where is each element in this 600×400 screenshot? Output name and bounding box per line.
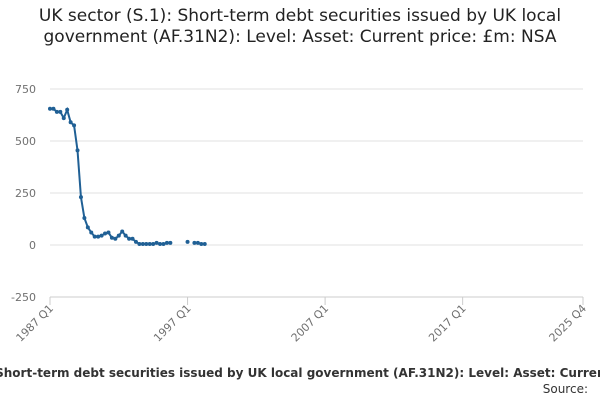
y-tick-label: -250 xyxy=(11,291,36,304)
x-tick-label: 2017 Q1 xyxy=(426,302,469,345)
point xyxy=(103,231,108,236)
point xyxy=(164,240,169,245)
point xyxy=(127,236,132,241)
point xyxy=(85,225,90,230)
point xyxy=(140,241,145,246)
y-tick-label: 0 xyxy=(29,239,36,252)
line xyxy=(50,106,205,245)
chart-title: UK sector (S.1): Short-term debt securit… xyxy=(38,6,562,47)
y-tick-label: 750 xyxy=(15,83,36,96)
point xyxy=(202,241,207,246)
point xyxy=(185,239,190,244)
point xyxy=(106,230,111,235)
point xyxy=(109,235,114,240)
point xyxy=(65,107,70,112)
source: Source: xyxy=(543,382,588,396)
point xyxy=(72,123,77,128)
point xyxy=(161,241,166,246)
point xyxy=(199,241,204,246)
point xyxy=(99,233,104,238)
x-axis-title: UK sector (S.1): Short-term debt securit… xyxy=(0,366,600,380)
point xyxy=(192,240,197,245)
point xyxy=(58,109,63,114)
point xyxy=(82,215,87,220)
point xyxy=(51,106,56,111)
point xyxy=(96,234,101,239)
point xyxy=(75,148,80,153)
point xyxy=(168,240,173,245)
point xyxy=(137,241,142,246)
point xyxy=(54,109,59,114)
y-tick-label: 500 xyxy=(15,135,36,148)
point xyxy=(147,241,152,246)
point xyxy=(116,233,121,238)
point xyxy=(130,236,135,241)
point xyxy=(48,106,52,111)
x-tick-label: 1997 Q1 xyxy=(151,302,194,345)
point xyxy=(144,241,149,246)
point xyxy=(68,120,73,125)
x-tick-label: 2007 Q1 xyxy=(289,302,332,345)
point xyxy=(123,233,128,238)
point xyxy=(92,234,97,239)
y-tick-label: 250 xyxy=(15,187,36,200)
point xyxy=(154,240,159,245)
x-tick-label: 2025 Q4 xyxy=(547,302,590,345)
point xyxy=(78,195,83,200)
point xyxy=(113,236,118,241)
point xyxy=(120,229,125,234)
point xyxy=(151,241,156,246)
point xyxy=(133,239,138,244)
point xyxy=(61,116,66,121)
x-tick-label: 1987 Q1 xyxy=(14,302,57,345)
point xyxy=(158,241,163,246)
point xyxy=(195,240,200,245)
point xyxy=(89,230,94,235)
